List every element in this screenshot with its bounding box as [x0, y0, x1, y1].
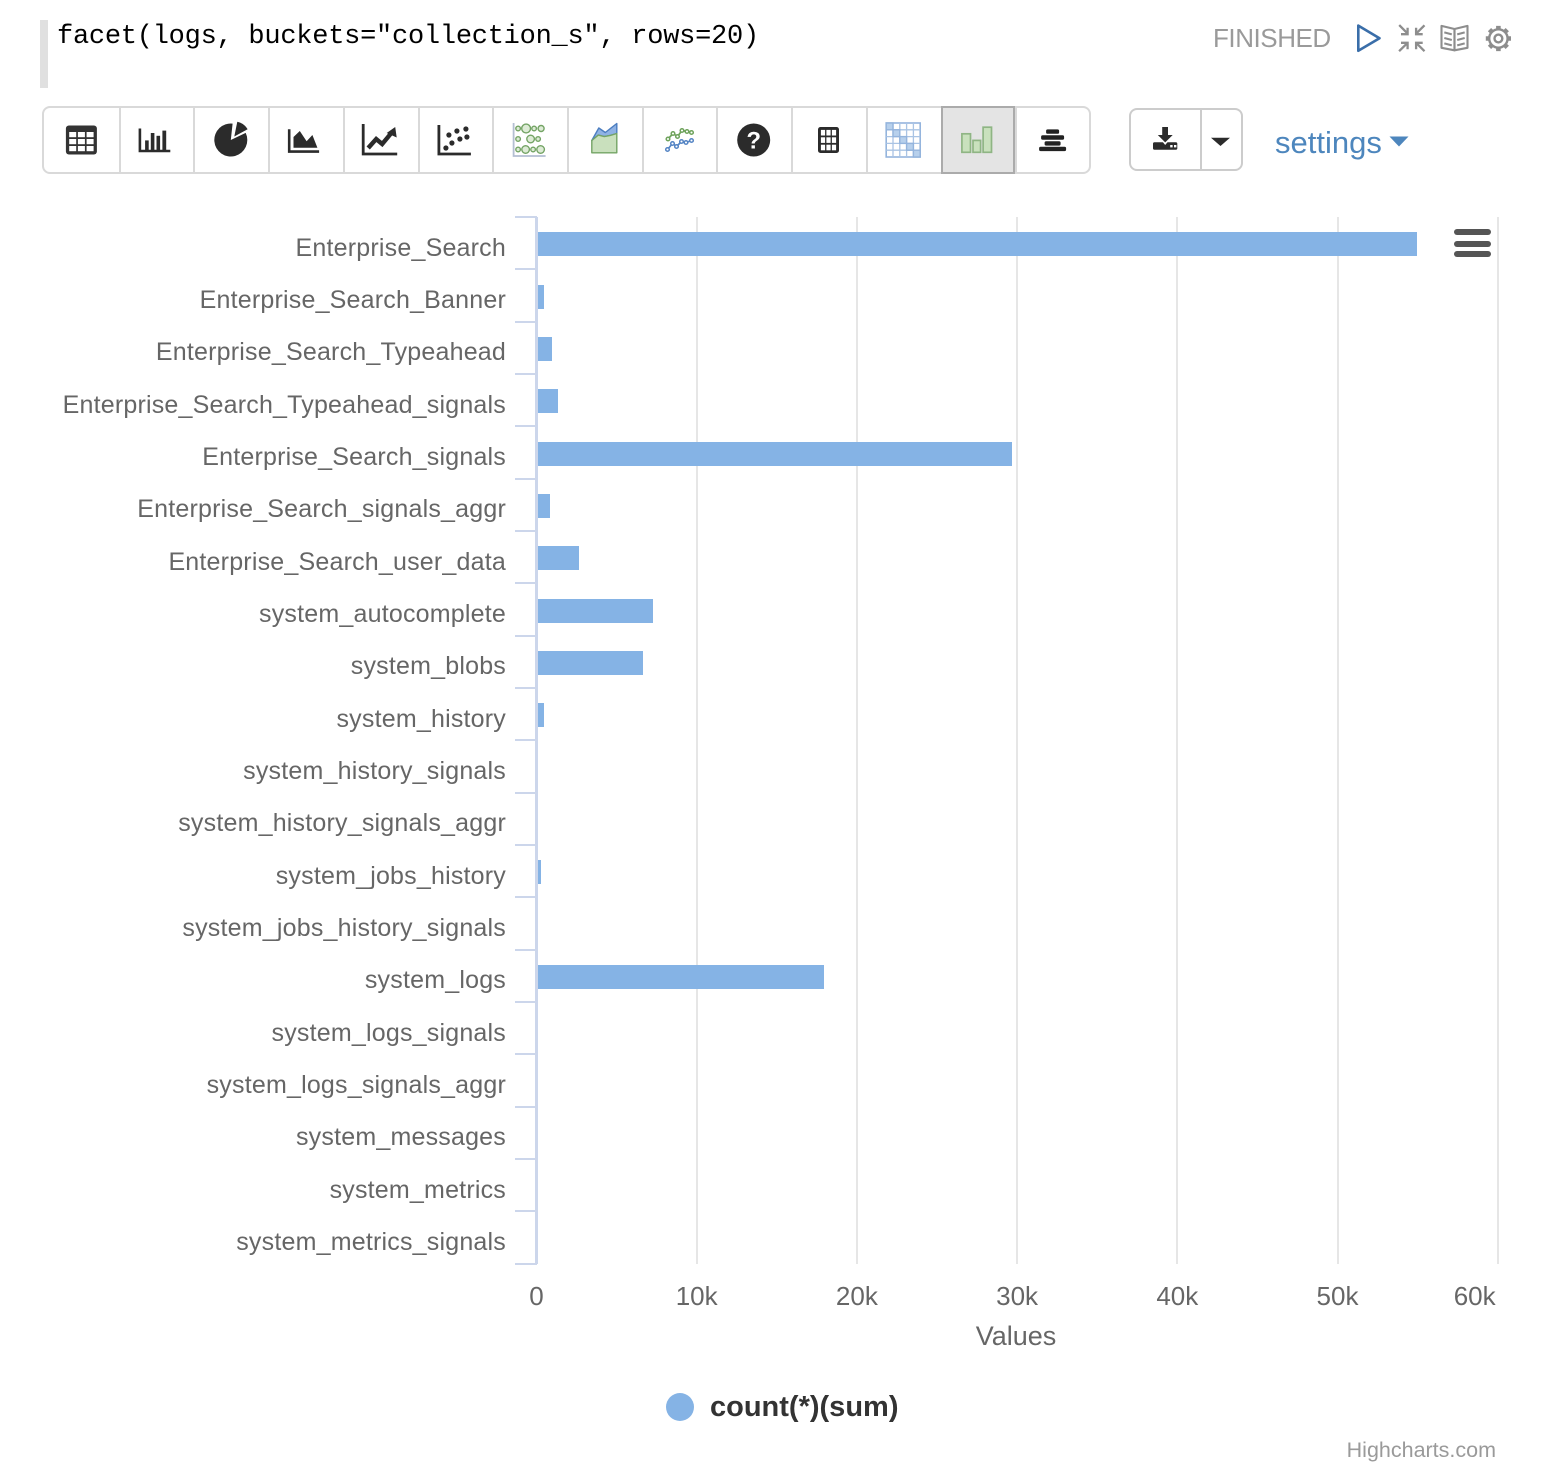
svg-text:?: ?	[746, 128, 761, 155]
